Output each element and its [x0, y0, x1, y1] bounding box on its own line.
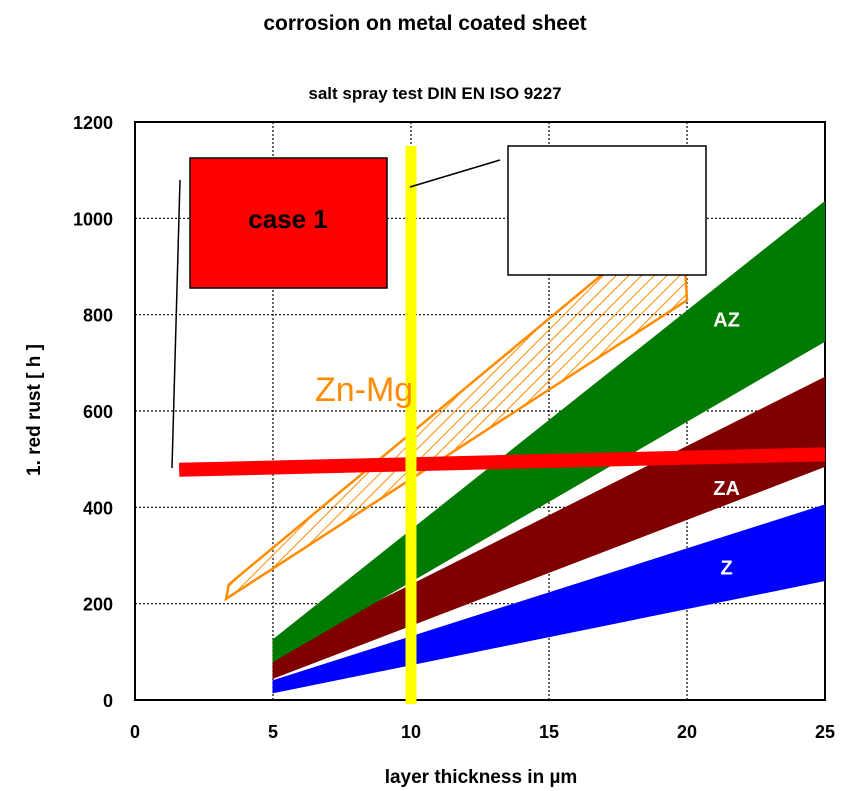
- x-axis-title: layer thickness in µm: [385, 767, 578, 788]
- y-axis-title: 1. red rust [ h ]: [24, 344, 45, 476]
- y-tick-label: 400: [83, 498, 113, 518]
- y-tick-label: 200: [83, 595, 113, 615]
- case-1-label: case 1: [248, 204, 328, 234]
- tick-labels: 0 5 10 15 20 25 0 200 400 600 800 1000 1200: [73, 113, 835, 742]
- band-label-z: Z: [720, 558, 732, 580]
- case-2-callout: [409, 145, 707, 276]
- band-label-zn-mg: Zn-Mg: [315, 371, 413, 409]
- x-tick-label: 25: [815, 722, 835, 742]
- y-tick-label: 600: [83, 402, 113, 422]
- y-tick-label: 800: [83, 306, 113, 326]
- y-tick-label: 1000: [73, 209, 113, 229]
- chart-title: corrosion on metal coated sheet: [263, 12, 586, 35]
- case-1-box: [189, 157, 388, 289]
- x-tick-label: 10: [401, 722, 421, 742]
- x-tick-label: 0: [130, 722, 140, 742]
- reference-line-case-1: [178, 447, 826, 477]
- y-tick-label: 1200: [73, 113, 113, 133]
- case-1-callout: case 1: [171, 157, 388, 469]
- y-tick-label: 0: [103, 691, 113, 711]
- case-2-leader: [409, 159, 501, 188]
- case-1-leader: [171, 179, 181, 469]
- band-label-az: AZ: [713, 309, 740, 331]
- chart-subtitle: salt spray test DIN EN ISO 9227: [308, 84, 561, 103]
- x-tick-label: 5: [268, 722, 278, 742]
- case-2-box: [507, 145, 707, 276]
- band-zn-mg: [224, 206, 689, 602]
- reference-lines: [178, 146, 826, 704]
- band-label-za: ZA: [713, 478, 740, 500]
- x-tick-label: 15: [539, 722, 559, 742]
- x-tick-label: 20: [677, 722, 697, 742]
